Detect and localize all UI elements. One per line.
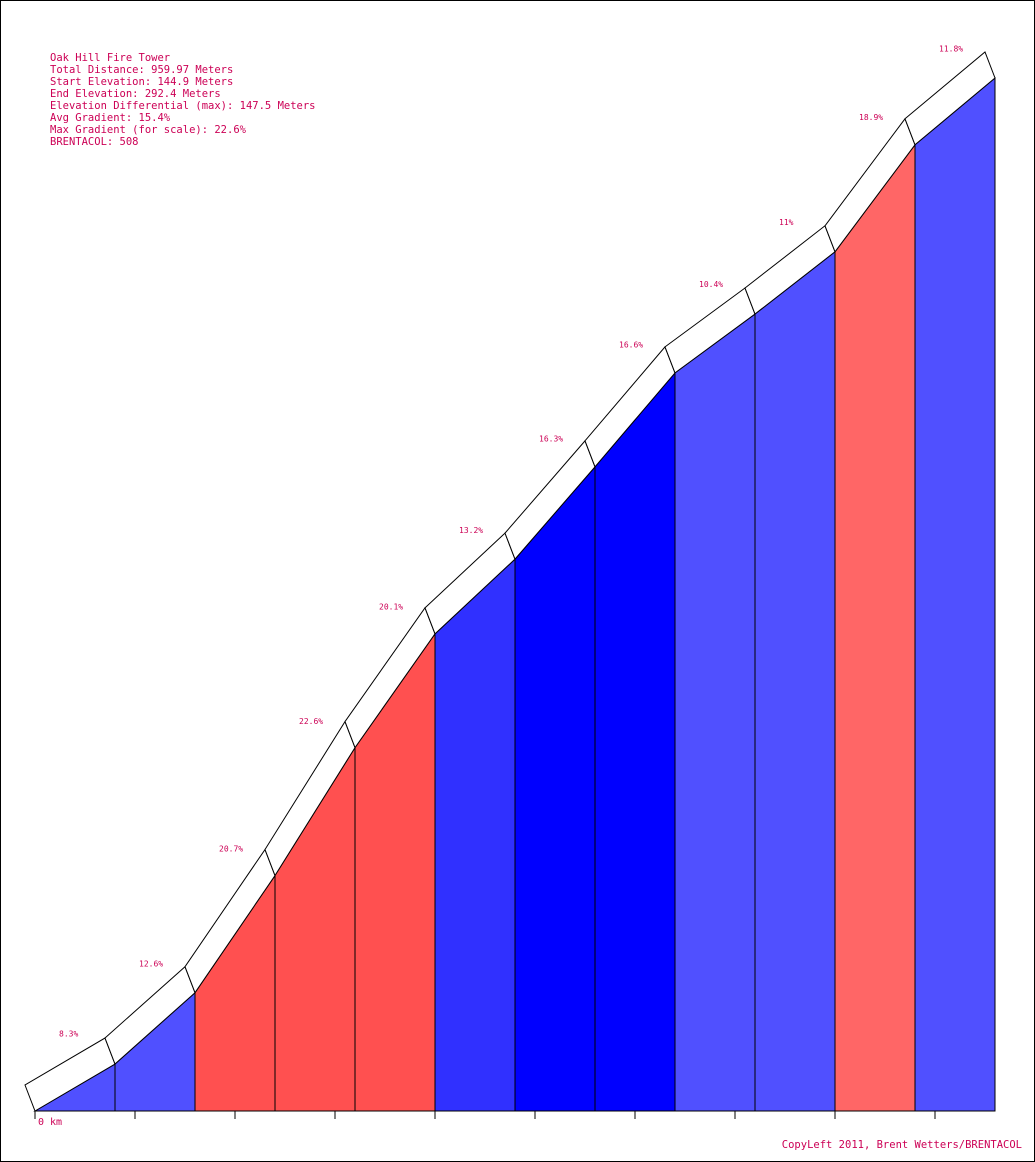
gradient-label: 13.2%: [459, 526, 483, 535]
avg-gradient: Avg Gradient: 15.4%: [50, 112, 171, 124]
gradient-label: 11%: [779, 218, 794, 227]
gradient-label: 16.6%: [619, 341, 643, 350]
gradient-segment: [674, 313, 756, 1112]
total-distance: Total Distance: 959.97 Meters: [50, 64, 234, 76]
gradient-label: 22.6%: [299, 717, 323, 726]
gradient-segment: [834, 143, 916, 1112]
gradient-segment: [434, 557, 516, 1112]
start-elevation: Start Elevation: 144.9 Meters: [50, 76, 234, 88]
profile-ribbon: [904, 51, 996, 146]
gradient-segment: [914, 76, 996, 1112]
route-info-panel: Oak Hill Fire Tower Total Distance: 959.…: [50, 52, 316, 148]
gradient-label: 20.1%: [379, 603, 403, 612]
gradient-label: 8.3%: [59, 1029, 78, 1038]
max-gradient: Max Gradient (for scale): 22.6%: [50, 124, 246, 136]
route-title: Oak Hill Fire Tower: [50, 52, 171, 64]
gradient-segment: [594, 371, 676, 1112]
copyleft-notice: CopyLeft 2011, Brent Wetters/BRENTACOL: [781, 1139, 1022, 1151]
gradient-label: 10.4%: [699, 280, 723, 289]
x-axis-start-label: 0 km: [38, 1117, 62, 1128]
gradient-label: 20.7%: [219, 844, 243, 853]
brentacol-score: BRENTACOL: 508: [50, 136, 139, 148]
gradient-label: 16.3%: [539, 434, 563, 443]
elevation-differential: Elevation Differential (max): 147.5 Mete…: [50, 100, 316, 112]
gradient-label: 11.8%: [939, 44, 963, 53]
gradient-segment: [754, 250, 836, 1112]
gradient-segment: [514, 465, 596, 1112]
gradient-label: 12.6%: [139, 959, 163, 968]
gradient-label: 18.9%: [859, 113, 883, 122]
end-elevation: End Elevation: 292.4 Meters: [50, 88, 221, 100]
